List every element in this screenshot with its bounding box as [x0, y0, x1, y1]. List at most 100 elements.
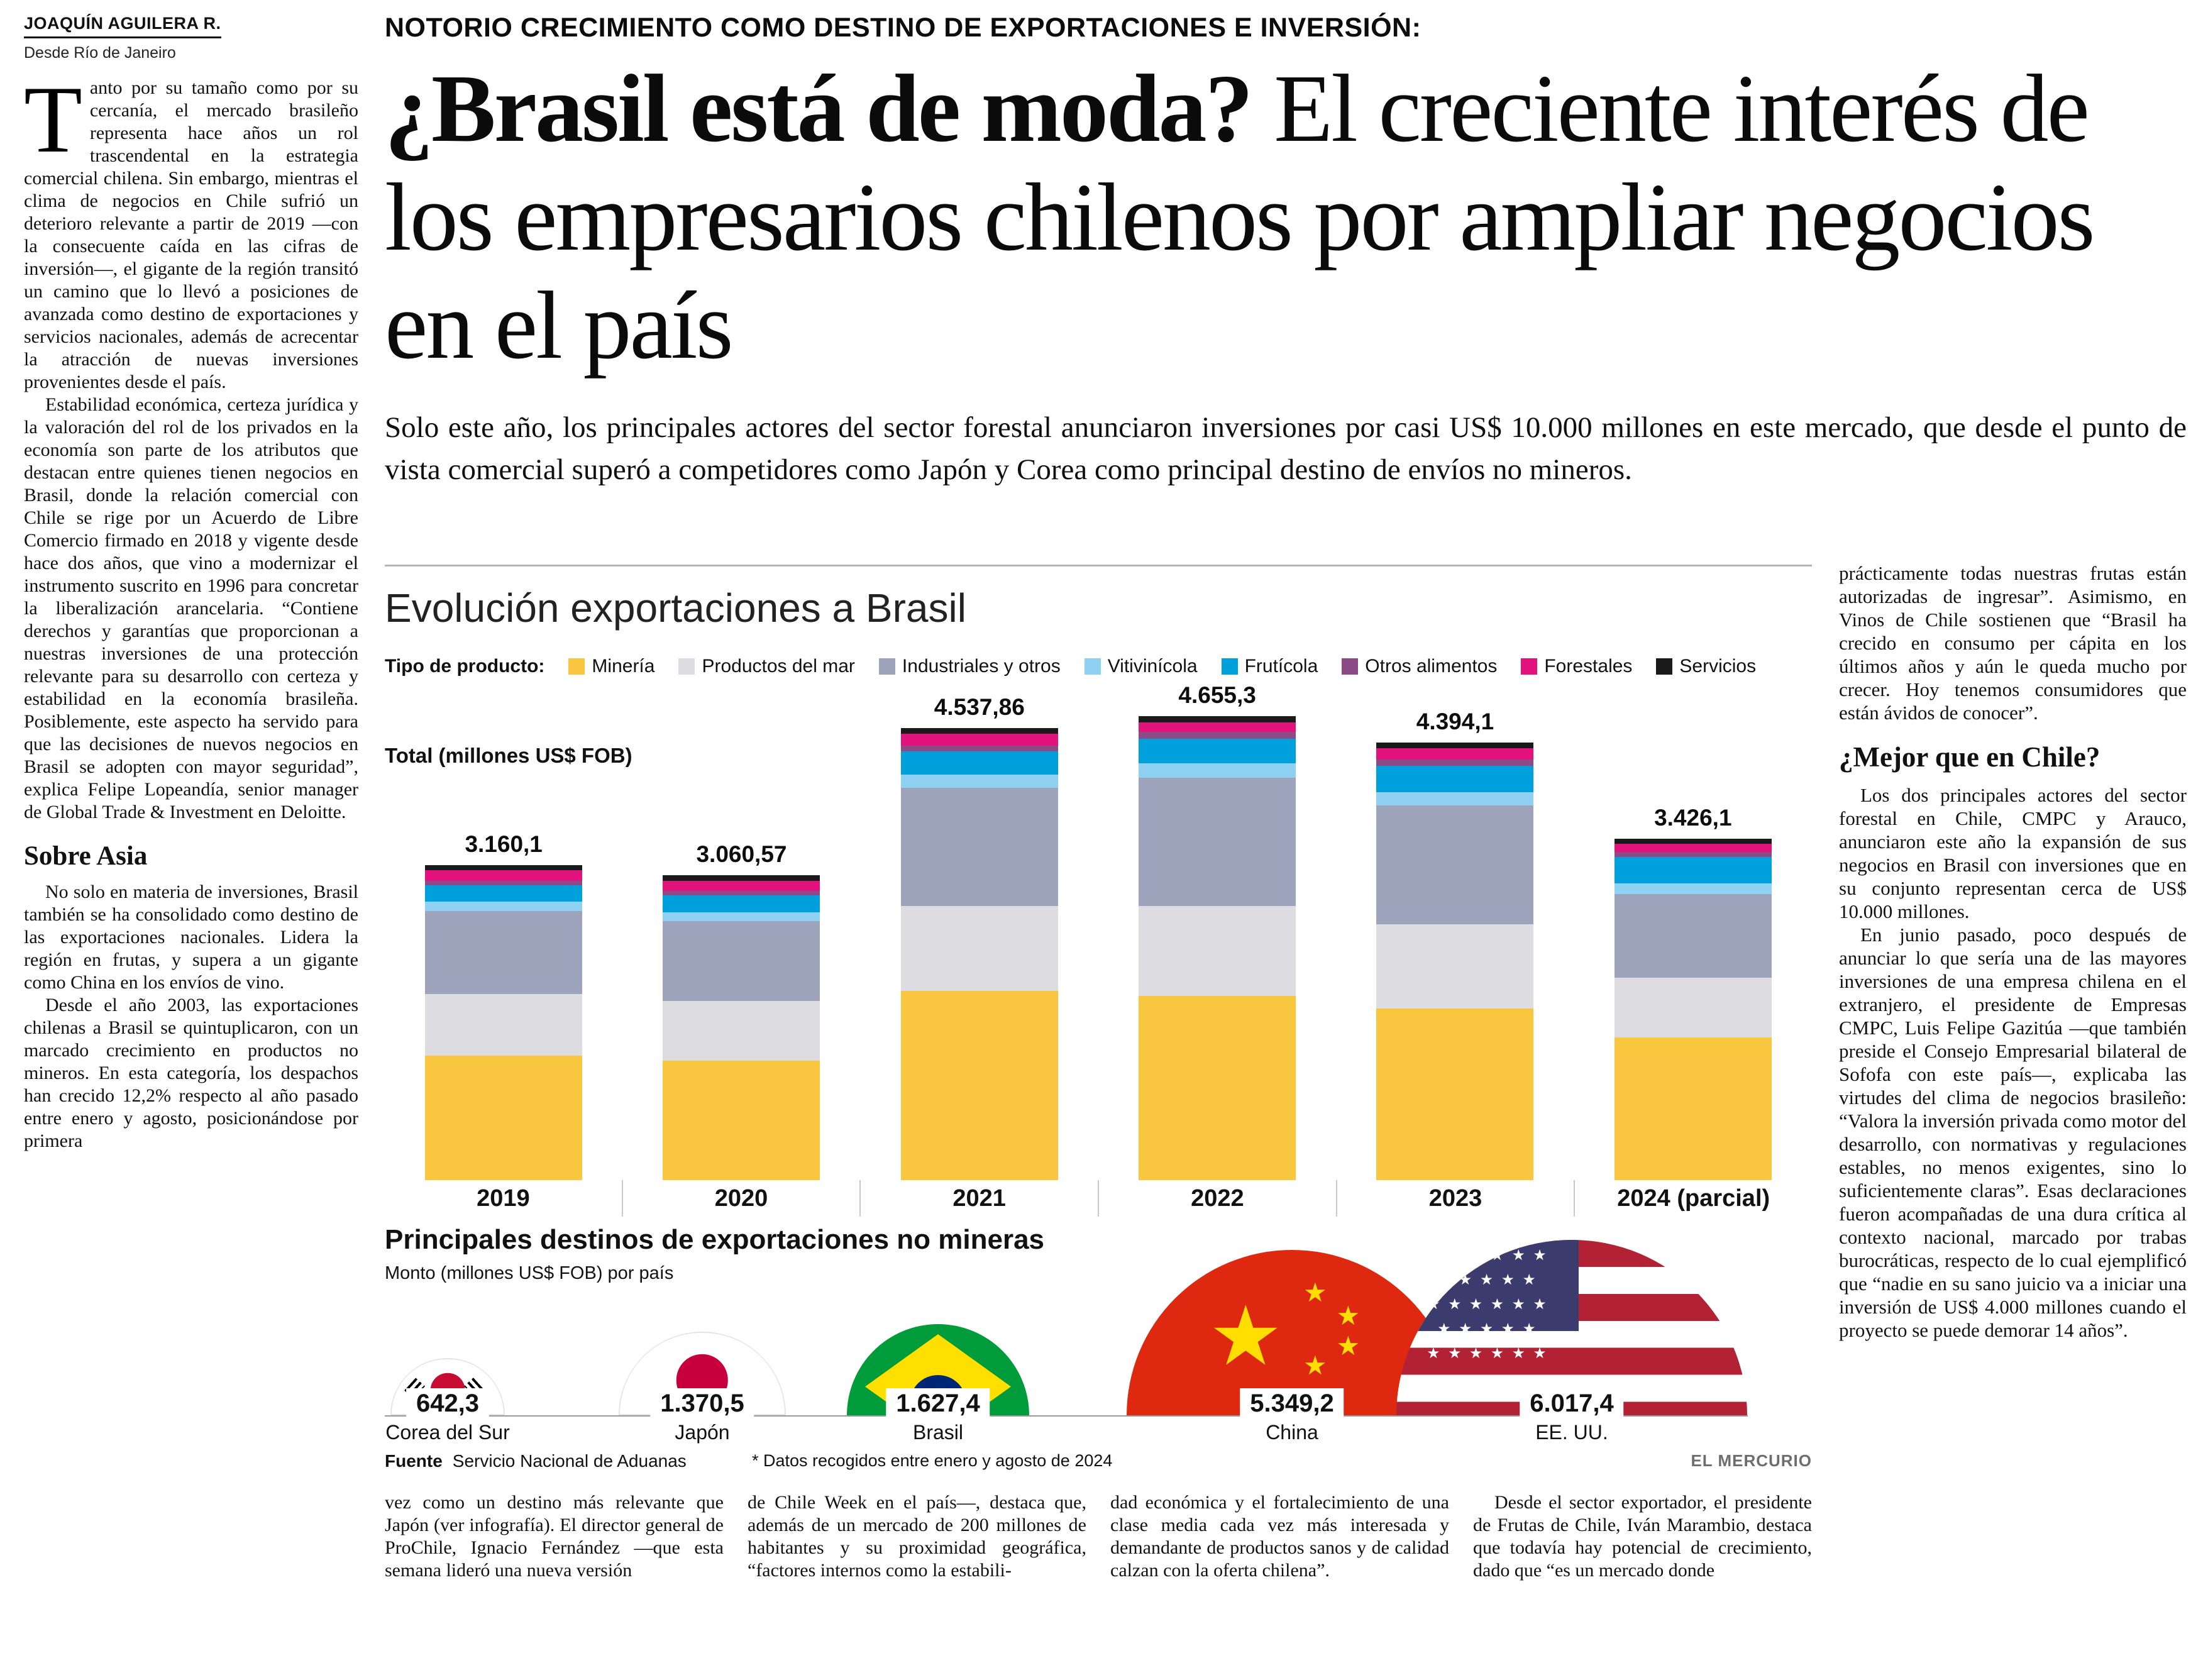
text-column: dad económica y el fortalecimiento de un… [1110, 1491, 1449, 1674]
china-star-icon: ★ [1336, 1301, 1361, 1331]
destination-name: China [1266, 1421, 1318, 1444]
legend-label: Productos del mar [702, 656, 855, 677]
legend-item: Servicios [1656, 656, 1756, 677]
article-paragraph: No solo en materia de inversiones, Brasi… [24, 881, 358, 993]
bar-segment-frutícola [1614, 857, 1772, 883]
article-paragraph: dad económica y el fortalecimiento de un… [1110, 1492, 1449, 1581]
header-block: NOTORIO CRECIMIENTO COMO DESTINO DE EXPO… [385, 13, 2187, 490]
legend-item: Industriales y otros [878, 656, 1061, 677]
legend-swatch-icon [568, 658, 585, 675]
bar-segment-minería [900, 990, 1058, 1180]
bar-segment-otros-alimentos [425, 881, 583, 886]
bar-column: 3.426,1 [1574, 805, 1812, 1180]
bar-column: 4.537,86 [861, 694, 1098, 1180]
destination-name: Japón [675, 1421, 730, 1444]
infographic: Evolución exportaciones a Brasil Tipo de… [385, 565, 1812, 1483]
destination-value: 642,3 [406, 1388, 490, 1419]
bar-segment-servicios [1376, 742, 1534, 749]
legend-label: Servicios [1679, 656, 1757, 677]
legend-item: Vitivinícola [1084, 656, 1198, 677]
legend-item: Frutícola [1221, 656, 1318, 677]
destinations-subtitle: Monto (millones US$ FOB) por país [385, 1263, 674, 1283]
bar-segment-minería [1376, 1009, 1534, 1180]
section-heading-sobre-asia: Sobre Asia [24, 841, 148, 871]
article-paragraph: de Chile Week en el país—, destaca que, … [748, 1492, 1086, 1581]
byline: JOAQUÍN AGUILERA R. Desde Río de Janeiro [24, 14, 357, 62]
destination-value: 5.349,2 [1240, 1388, 1344, 1419]
legend-label: Frutícola [1244, 656, 1318, 677]
bar-segment-industriales-y-otros [1614, 894, 1772, 978]
destinations-section: Principales destinos de exportaciones no… [385, 1217, 1812, 1445]
article-paragraph: En junio pasado, poco después de anuncia… [1839, 923, 2187, 1341]
legend-label: Minería [592, 656, 655, 677]
article-paragraph: prácticamente todas nuestras frutas está… [1839, 562, 2187, 724]
destinations-names: Corea del Sur Japón Brasil China EE. UU. [385, 1418, 1748, 1445]
bar-segment-otros-alimentos [1139, 732, 1296, 739]
bar-total-label: 3.060,57 [696, 841, 787, 868]
year-label: 2020 [621, 1180, 860, 1217]
legend-item: Forestales [1521, 656, 1632, 677]
year-label: 2022 [1098, 1180, 1336, 1217]
legend-swatch-icon [878, 658, 895, 675]
bar-segment-productos-del-mar [900, 906, 1058, 991]
bar-segment-frutícola [425, 885, 583, 902]
bar-segment-productos-del-mar [1376, 924, 1534, 1009]
article-paragraph: Estabilidad económica, certeza jurídica … [24, 394, 358, 822]
bar-segment-vitivinícola [1376, 792, 1534, 806]
bar-segment-productos-del-mar [1139, 906, 1296, 996]
section-heading-mejor-que-en-chile: ¿Mejor que en Chile? [1839, 741, 2100, 773]
legend-swatch-icon [1221, 658, 1238, 675]
bar-total-label: 3.426,1 [1654, 804, 1732, 831]
bar-segment-otros-alimentos [1614, 851, 1772, 858]
legend-label: Forestales [1544, 656, 1633, 677]
legend-item: Otros alimentos [1342, 656, 1497, 677]
bar-stack [1376, 742, 1534, 1180]
year-label: 2023 [1335, 1180, 1574, 1217]
bar-segment-forestales [663, 880, 820, 892]
bar-segment-productos-del-mar [425, 993, 583, 1056]
bar-segment-industriales-y-otros [663, 920, 820, 1001]
paragraph-text: anto por su tamaño como por su cercanía,… [24, 77, 358, 392]
bar-segment-industriales-y-otros [425, 910, 583, 994]
legend-swatch-icon [1656, 658, 1673, 675]
destinations-title: Principales destinos de exportaciones no… [385, 1224, 1045, 1255]
bar-segment-forestales [1139, 722, 1296, 732]
bar-segment-otros-alimentos [663, 891, 820, 896]
bar-stack [663, 875, 820, 1180]
destination-value: 6.017,4 [1520, 1388, 1624, 1419]
legend-type-label: Tipo de producto: [385, 656, 545, 677]
legend-label: Industriales y otros [902, 656, 1061, 677]
headline-rest: El creciente interés de los empresarios … [385, 55, 2095, 380]
right-column: prácticamente todas nuestras frutas está… [1839, 561, 2187, 1674]
bar-segment-minería [1139, 995, 1296, 1180]
byline-location: Desde Río de Janeiro [24, 44, 176, 62]
article-paragraph: Desde el sector exportador, el president… [1473, 1492, 1812, 1581]
bar-segment-minería [425, 1055, 583, 1180]
chart-plot: Total (millones US$ FOB) 3.160,1 3.060,57… [385, 682, 1812, 1180]
deck: Solo este año, los principales actores d… [385, 411, 2187, 486]
kicker: NOTORIO CRECIMIENTO COMO DESTINO DE EXPO… [385, 13, 1421, 43]
destinations-arcs: 642,3 1.370,5 1.627,4 ★ ★ ★ ★ ★ 5.349,2 ★ ★ ★ ★ ★… [385, 1235, 1748, 1419]
bar-segment-vitivinícola [900, 774, 1058, 788]
bar-segment-productos-del-mar [1614, 978, 1772, 1038]
source-label: Fuente [385, 1451, 443, 1471]
destination-value: 1.370,5 [650, 1388, 754, 1419]
bar-segment-vitivinícola [663, 912, 820, 921]
headline-bold: ¿Brasil está de moda? [385, 55, 1254, 163]
destination-name: EE. UU. [1535, 1421, 1608, 1444]
chart-legend-items: Minería Productos del mar Industriales y o… [568, 656, 1756, 677]
bar-stack [1139, 716, 1296, 1180]
bar-stack [425, 865, 583, 1180]
source-note: * Datos recogidos entre enero y agosto d… [752, 1451, 1113, 1470]
bar-total-label: 4.537,86 [934, 694, 1025, 720]
drop-cap: T [24, 77, 82, 172]
bar-segment-vitivinícola [1614, 883, 1772, 895]
bar-total-label: 4.394,1 [1416, 708, 1494, 734]
legend-swatch-icon [1342, 658, 1359, 675]
destination-name: Corea del Sur [385, 1421, 510, 1444]
text-column: vez como un destino más relevante que Ja… [385, 1491, 724, 1674]
bar-segment-frutícola [1376, 765, 1534, 792]
article-paragraph: Desde el año 2003, las exportaciones chi… [24, 995, 358, 1152]
